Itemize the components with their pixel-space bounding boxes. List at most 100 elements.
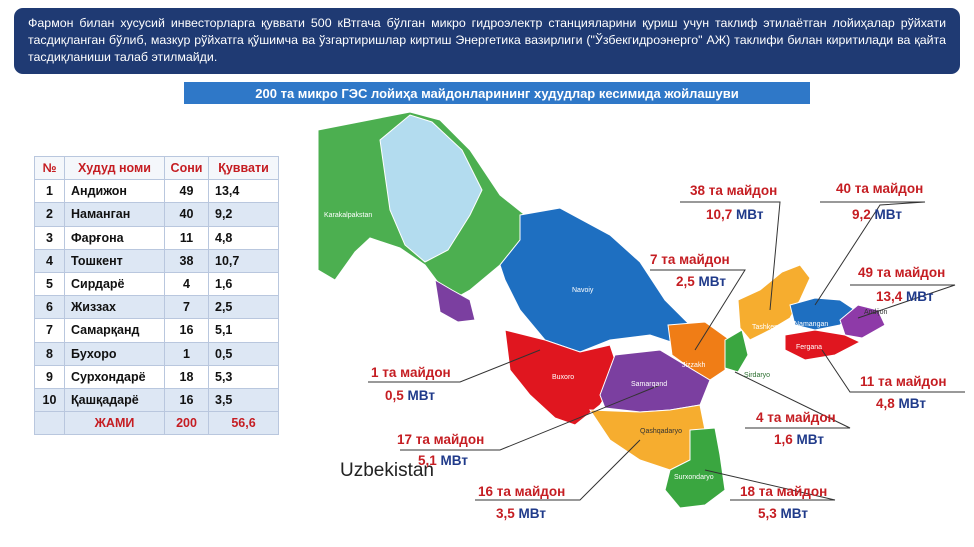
banner-text: Фармон билан хусусий инвесторларга қувва… [28, 16, 946, 64]
callout-surxondaryo: 18 та майдон [740, 484, 827, 499]
country-label: Uzbekistan [340, 460, 434, 481]
col-header-region: Худуд номи [64, 155, 165, 181]
callout-surxondaryo-mw: 5,3 МВт [758, 506, 808, 521]
callout-qashqadaryo-mw-box: 3,5 МВт [496, 506, 546, 521]
callout-qashqadaryo: 16 та майдон [478, 484, 565, 499]
cell-region: Сирдарё [64, 271, 165, 297]
callout-sirdaryo-mw: 1,6 МВт [774, 432, 824, 447]
region-fergana [784, 329, 862, 361]
callout-buxoro: 1 та майдон [371, 365, 451, 380]
callout-jizzax-mw-box: 2,5 МВт [676, 274, 726, 289]
callout-andijon-sites: 49 та майдон [858, 265, 946, 280]
callout-namangan-sites: 40 та майдон [836, 181, 924, 196]
callout-samarqand: 17 та майдон [397, 432, 484, 447]
callout-sirdaryo-mw-box: 1,6 МВт [774, 432, 824, 447]
cell-region: Бухоро [64, 341, 165, 366]
table-row: 1 Андижон 49 13,4 [34, 179, 279, 204]
cell-region: Қашқадарё [64, 387, 165, 413]
callout-namangan-mw-box: 9,2 МВт [852, 207, 902, 222]
callout-surxondaryo-mw-box: 5,3 МВт [758, 506, 808, 521]
callout-buxoro-mw-box: 0,5 МВт [385, 388, 435, 403]
cell-count: 1 [164, 341, 209, 366]
callout-fergana-mw: 4,8 МВт [876, 396, 926, 411]
cell-region: Андижон [64, 179, 165, 204]
col-header-power: Қуввати [208, 155, 279, 181]
cell-count: 4 [164, 271, 209, 297]
cell-power: 5,1 [208, 318, 279, 343]
cell-count: 7 [164, 295, 209, 320]
callout-buxoro-mw: 0,5 МВт [385, 388, 435, 403]
cell-power: 2,5 [208, 295, 279, 320]
subtitle-text: 200 та микро ГЭС лойиҳа майдонларининг х… [255, 85, 739, 101]
callout-qashqadaryo-mw: 3,5 МВт [496, 506, 546, 521]
cell-region: Тошкент [64, 248, 165, 273]
info-banner: Фармон билан хусусий инвесторларга қувва… [14, 8, 960, 74]
regions-table: № Худуд номи Сони Қуввати 1 Андижон 49 13,4… [34, 155, 279, 436]
cell-power: 1,6 [208, 271, 279, 297]
region-navoiy [499, 207, 691, 353]
cell-number: 10 [34, 387, 65, 413]
map-label-buxoro: Buxoro [552, 374, 575, 381]
callout-samarqand-mw: 5,1 МВт [418, 453, 468, 468]
callout-surxondaryo-sites: 18 та майдон [740, 484, 828, 499]
col-header-number: № [34, 155, 65, 181]
table-row: 5 Сирдарё 4 1,6 [34, 271, 279, 297]
map-label-qashqadaryo: Qashqadaryo [640, 428, 683, 435]
cell-count: 11 [164, 225, 209, 250]
cell-power: 3,5 [208, 387, 279, 413]
cell-power: 4,8 [208, 225, 279, 250]
callout-tashkent-sites: 38 та майдон [690, 183, 778, 198]
map-label-surxondaryo: Surxondaryo [674, 474, 714, 481]
map-label-namangan: Namangan [794, 321, 829, 328]
table-row: 2 Наманган 40 9,2 [34, 202, 279, 227]
cell-number: 2 [34, 202, 65, 227]
region-sirdaryo [724, 329, 749, 373]
region-aral [379, 114, 483, 263]
cell-power: 9,2 [208, 202, 279, 227]
cell-number: 1 [34, 179, 65, 204]
map-label-xorazm: Xorazm [448, 323, 473, 330]
region-surxondaryo [664, 427, 726, 509]
callout-andijon-mw: 13,4 МВт [876, 289, 934, 304]
cell-number: 6 [34, 295, 65, 320]
callout-tashkent-mw: 10,7 МВт [706, 207, 764, 222]
cell-count: 16 [164, 387, 209, 413]
table-row: 4 Тошкент 38 10,7 [34, 248, 279, 273]
map-label-jizzax: Jizzakh [682, 362, 706, 369]
callout-tashkent-mw-box: 10,7 МВт [706, 207, 763, 222]
callout-andijon-mw-box: 13,4 МВт [876, 289, 933, 304]
map-label-sirdaryo: Sirdaryo [744, 372, 771, 379]
callout-samarqand-sites: 17 та майдон [397, 432, 485, 447]
callout-samarqand-mw-box: 5,1 МВт [418, 453, 468, 468]
callout-andijon: 49 та майдон [858, 265, 945, 280]
callout-fergana-sites: 11 та майдон [860, 374, 947, 389]
cell-total-label: ЖАМИ [64, 411, 165, 436]
map-label-navoiy: Navoiy [572, 287, 594, 294]
cell-region: Жиззах [64, 295, 165, 320]
map-label-samarqand: Samarqand [631, 381, 668, 388]
callout-sirdaryo: 4 та майдон [756, 410, 836, 425]
cell-total-count: 200 [164, 411, 209, 436]
cell-count: 18 [164, 364, 209, 389]
callout-namangan: 40 та майдон [836, 181, 923, 196]
callout-sirdaryo-sites: 4 та майдон [756, 410, 836, 425]
callout-jizzax: 7 та майдон [650, 252, 730, 267]
map-label-andijon: Andijon [864, 309, 888, 316]
cell-count: 38 [164, 248, 209, 273]
table-row: 8 Бухоро 1 0,5 [34, 341, 279, 366]
cell-number: 7 [34, 318, 65, 343]
cell-region: Самарқанд [64, 318, 165, 343]
table-row: 9 Сурхондарё 18 5,3 [34, 364, 279, 389]
cell-count: 40 [164, 202, 209, 227]
cell-power: 5,3 [208, 364, 279, 389]
map-label-fergana: Fergana [796, 344, 823, 351]
table-total-row: ЖАМИ 200 56,6 [34, 411, 279, 436]
region-qashqadaryo [589, 404, 706, 471]
region-jizzax [667, 321, 731, 381]
region-tashkent [737, 264, 811, 341]
section-subtitle: 200 та микро ГЭС лойиҳа майдонларининг х… [184, 82, 810, 104]
cell-total-blank [34, 411, 65, 436]
cell-power: 13,4 [208, 179, 279, 204]
cell-number: 9 [34, 364, 65, 389]
cell-count: 16 [164, 318, 209, 343]
